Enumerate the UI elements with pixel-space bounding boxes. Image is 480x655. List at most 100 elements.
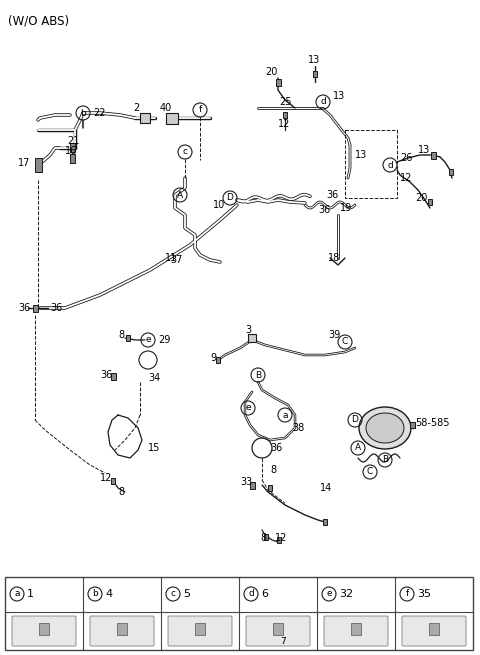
Text: 38: 38 [292, 423, 304, 433]
Text: 4: 4 [105, 589, 112, 599]
Text: B: B [382, 455, 388, 464]
Bar [216, 357, 220, 363]
Text: 39: 39 [328, 330, 340, 340]
Bar [248, 334, 256, 342]
Bar [110, 373, 116, 379]
Text: 18: 18 [328, 253, 340, 263]
Bar [345, 130, 397, 198]
Text: A: A [177, 191, 183, 200]
Text: 36: 36 [326, 190, 338, 200]
Text: a: a [282, 411, 288, 419]
Bar [351, 623, 361, 635]
Text: 3: 3 [245, 325, 251, 335]
Text: 8: 8 [270, 465, 276, 475]
Text: e: e [145, 335, 151, 345]
Bar [126, 335, 130, 341]
Text: 32: 32 [339, 589, 353, 599]
Text: 9: 9 [210, 353, 216, 363]
Bar [250, 481, 254, 489]
Text: 37: 37 [170, 255, 182, 265]
Bar [428, 199, 432, 205]
Text: 10: 10 [213, 200, 225, 210]
Text: 7: 7 [280, 637, 286, 646]
Text: A: A [355, 443, 361, 453]
Text: 13: 13 [333, 91, 345, 101]
Text: 12: 12 [400, 173, 412, 183]
Bar [111, 478, 115, 484]
Text: B: B [255, 371, 261, 379]
Text: D: D [351, 415, 359, 424]
Text: 22: 22 [93, 108, 106, 118]
Text: f: f [198, 105, 202, 115]
Text: 15: 15 [148, 443, 160, 453]
Text: 35: 35 [417, 589, 431, 599]
Bar [166, 113, 178, 124]
Text: b: b [92, 590, 98, 599]
FancyBboxPatch shape [12, 616, 76, 646]
Text: 19: 19 [340, 203, 352, 213]
Bar [117, 623, 127, 635]
Text: 36: 36 [18, 303, 30, 313]
Bar [264, 534, 268, 540]
Bar [429, 623, 439, 635]
Text: e: e [245, 403, 251, 413]
Text: 12: 12 [275, 533, 288, 543]
Text: 29: 29 [158, 335, 170, 345]
Text: 5: 5 [183, 589, 190, 599]
Bar [277, 537, 281, 543]
Text: 40: 40 [160, 103, 172, 113]
FancyBboxPatch shape [402, 616, 466, 646]
Text: 6: 6 [261, 589, 268, 599]
Text: 8: 8 [118, 330, 124, 340]
Text: 8: 8 [118, 487, 124, 497]
FancyBboxPatch shape [246, 616, 310, 646]
Text: d: d [387, 160, 393, 170]
Text: a: a [14, 590, 20, 599]
Bar [276, 79, 280, 86]
Text: b: b [80, 109, 86, 117]
Text: D: D [227, 193, 233, 202]
Text: c: c [170, 590, 176, 599]
FancyBboxPatch shape [168, 616, 232, 646]
Text: 11: 11 [165, 253, 177, 263]
Bar [140, 113, 150, 123]
Bar [313, 71, 317, 77]
Text: 58-585: 58-585 [415, 418, 449, 428]
Text: f: f [406, 590, 408, 599]
Bar [449, 169, 453, 175]
Text: 26: 26 [400, 153, 412, 163]
Text: 34: 34 [148, 373, 160, 383]
Text: 12: 12 [278, 119, 290, 129]
Bar [70, 143, 74, 151]
Text: 33: 33 [240, 477, 252, 487]
FancyBboxPatch shape [90, 616, 154, 646]
Bar [39, 623, 49, 635]
Text: 21: 21 [67, 136, 79, 146]
Text: d: d [320, 98, 326, 107]
Text: 20: 20 [415, 193, 427, 203]
Text: d: d [248, 590, 254, 599]
Text: 8: 8 [260, 533, 266, 543]
Bar [33, 305, 37, 312]
Text: 36: 36 [50, 303, 62, 313]
Text: 17: 17 [18, 158, 30, 168]
Text: C: C [342, 337, 348, 346]
Bar [283, 112, 287, 118]
Bar [195, 623, 205, 635]
Ellipse shape [359, 407, 411, 449]
Bar [409, 422, 415, 428]
Text: e: e [326, 590, 332, 599]
Bar [273, 623, 283, 635]
Text: (W/O ABS): (W/O ABS) [8, 14, 69, 27]
Bar [5, 577, 473, 650]
Text: 36: 36 [270, 443, 282, 453]
Text: 1: 1 [27, 589, 34, 599]
Ellipse shape [366, 413, 404, 443]
Text: 13: 13 [308, 55, 320, 65]
Text: 20: 20 [265, 67, 277, 77]
Text: 25: 25 [279, 97, 291, 107]
Bar [35, 158, 41, 172]
Text: c: c [182, 147, 188, 157]
Bar [268, 485, 272, 491]
FancyBboxPatch shape [324, 616, 388, 646]
